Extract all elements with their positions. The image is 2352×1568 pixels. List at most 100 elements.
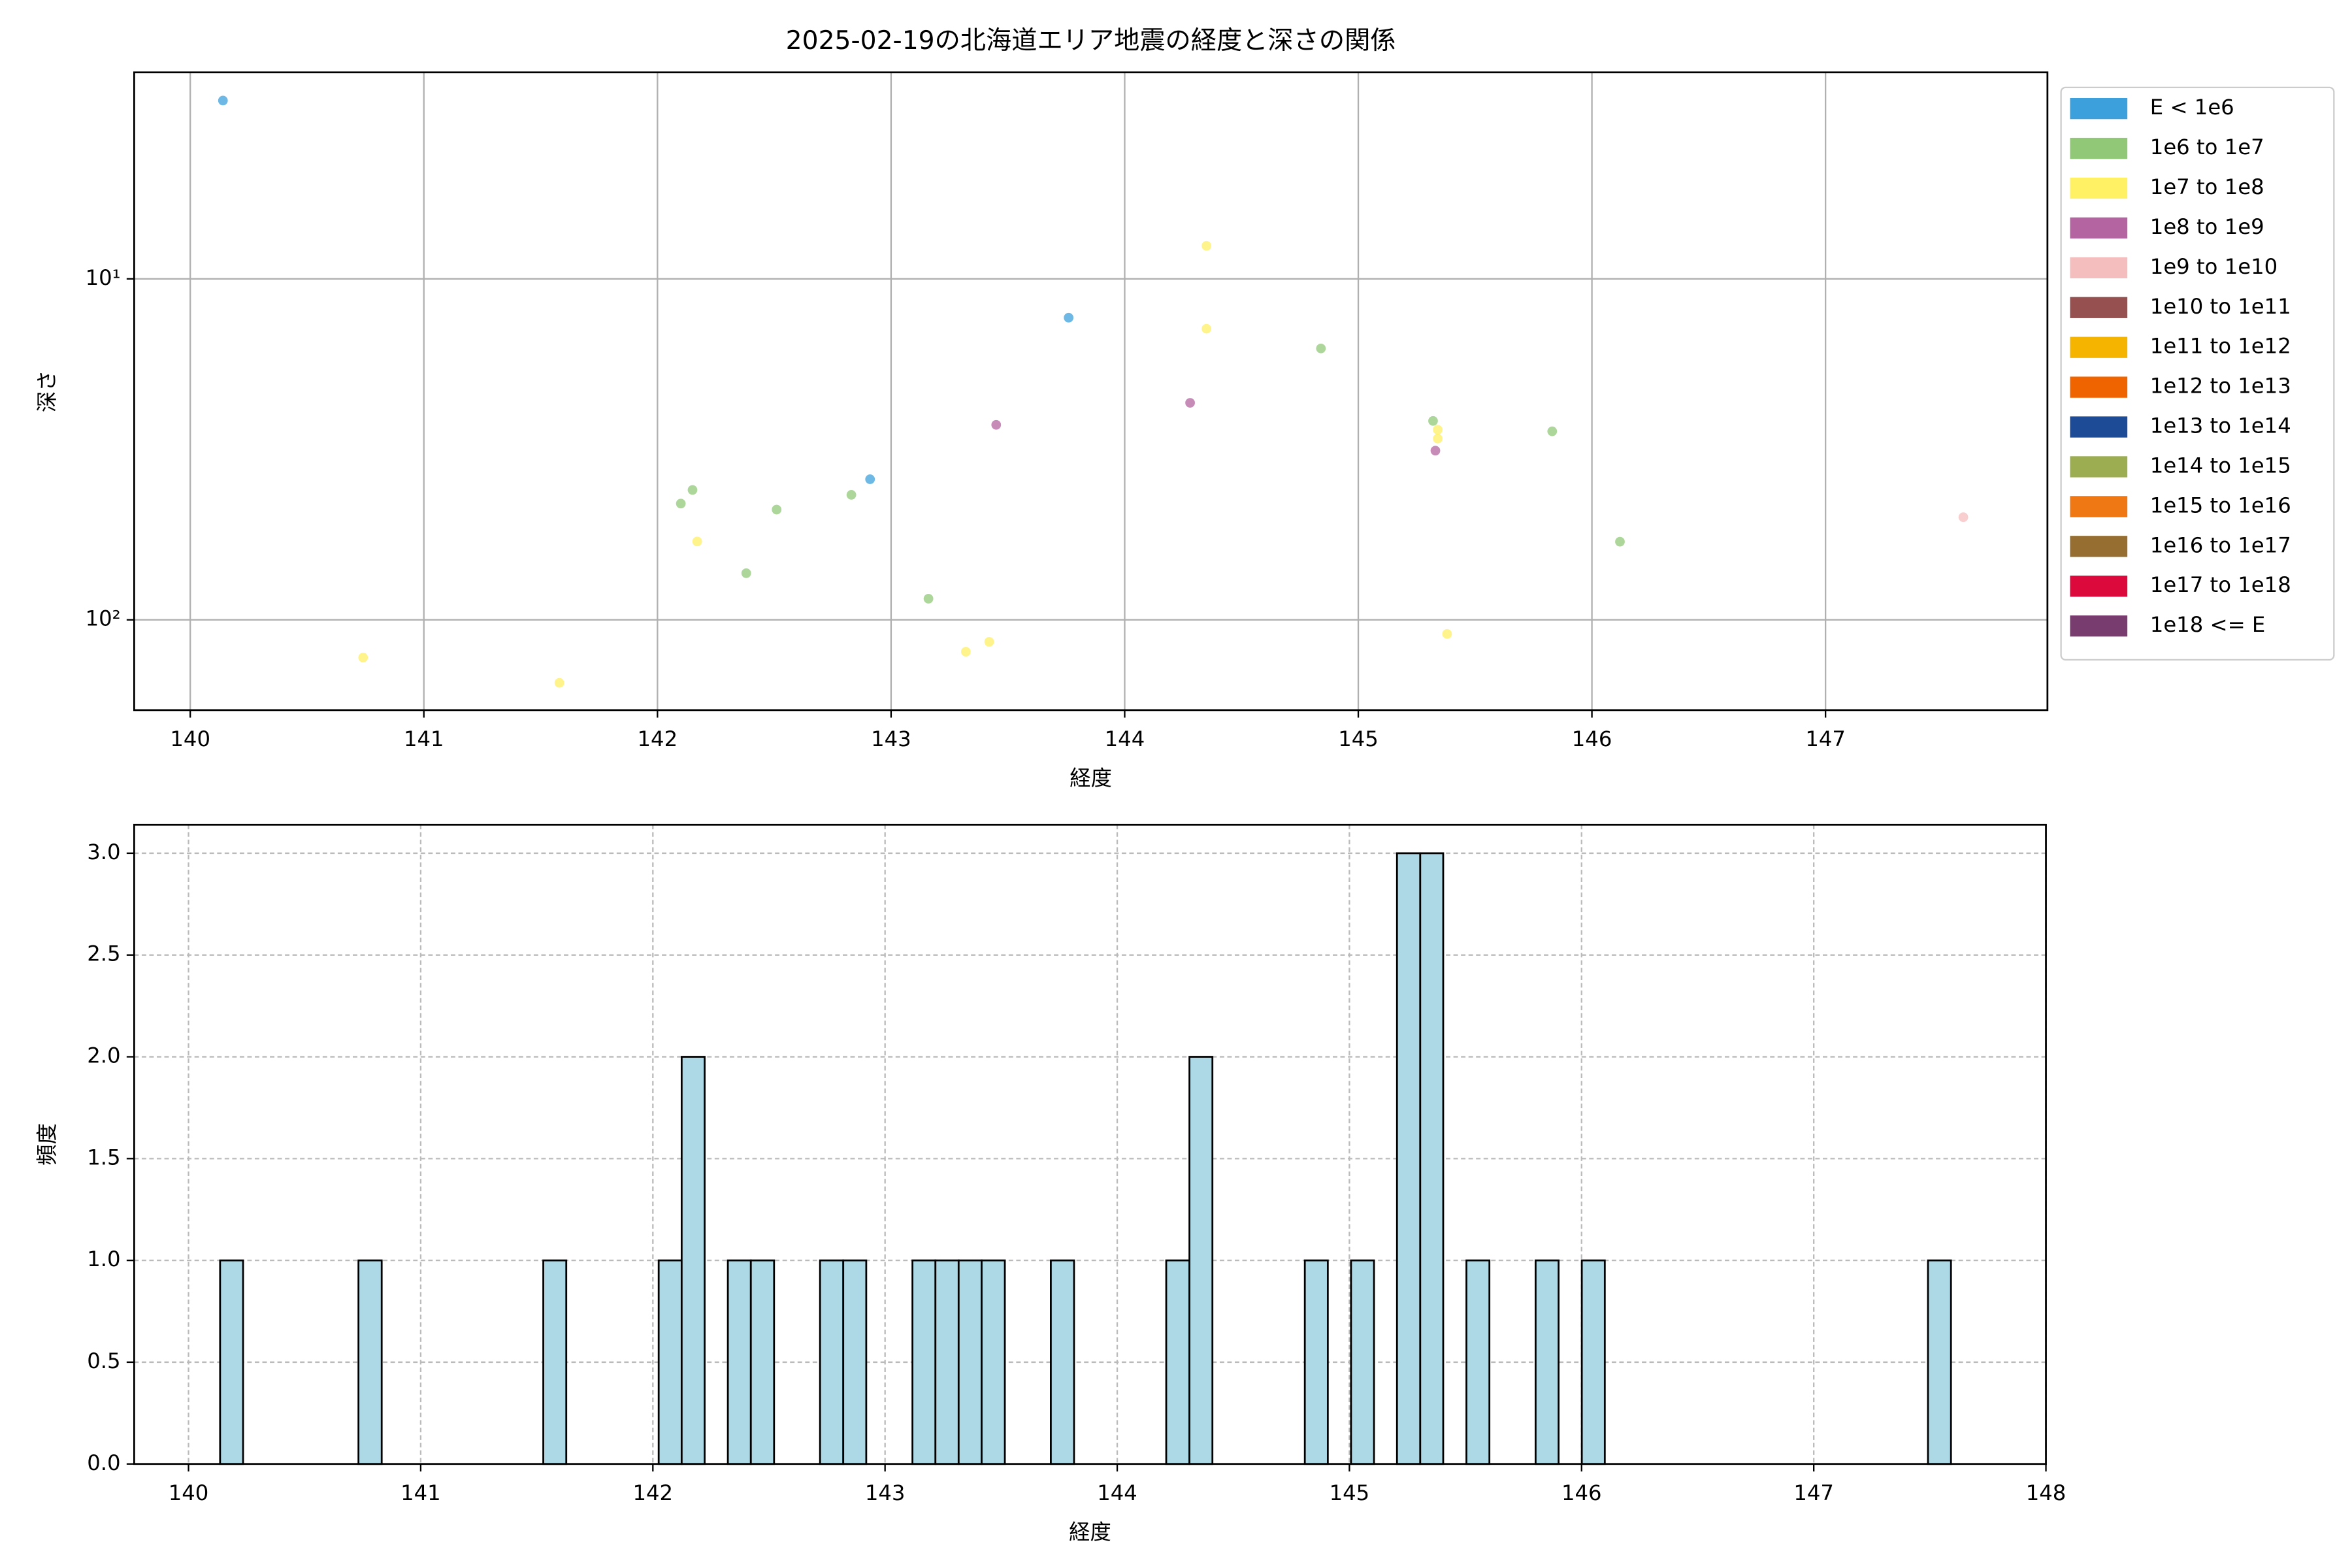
point	[923, 593, 934, 604]
axes-frame	[133, 71, 2049, 711]
x-tick-label: 146	[1561, 1480, 1602, 1505]
bar	[934, 1259, 960, 1465]
point	[1958, 512, 1968, 522]
legend-label: 1e16 to 1e17	[2150, 532, 2291, 557]
point	[218, 95, 228, 106]
bar	[911, 1259, 937, 1465]
bar	[981, 1259, 1006, 1465]
legend-swatch	[2070, 297, 2128, 318]
bar	[727, 1259, 752, 1465]
legend-label: 1e12 to 1e13	[2150, 374, 2291, 399]
point	[1201, 323, 1211, 334]
point	[676, 498, 686, 509]
point	[846, 490, 857, 500]
legend-label: 1e6 to 1e7	[2150, 135, 2264, 159]
bar	[1188, 1056, 1214, 1465]
x-tick-label: 146	[1572, 727, 1612, 751]
x-tick-label: 141	[400, 1480, 441, 1505]
bar	[1465, 1259, 1491, 1465]
bar	[1165, 1259, 1190, 1465]
legend-label: 1e7 to 1e8	[2150, 174, 2264, 199]
point	[984, 636, 994, 647]
x-tick-label: 140	[169, 1480, 209, 1505]
bar	[1419, 852, 1445, 1465]
x-tick-label: 145	[1330, 1480, 1370, 1505]
bar	[357, 1259, 383, 1465]
bar	[957, 1259, 983, 1465]
legend-label: 1e17 to 1e18	[2150, 572, 2291, 597]
bar	[842, 1259, 868, 1465]
x-axis-label: 経度	[1070, 766, 1112, 791]
legend-swatch	[2070, 576, 2128, 597]
point	[865, 474, 875, 484]
point	[687, 485, 698, 495]
point	[692, 536, 702, 547]
legend-label: 1e15 to 1e16	[2150, 493, 2291, 517]
x-tick-label: 148	[2026, 1480, 2066, 1505]
bar	[542, 1259, 568, 1465]
bar	[1396, 852, 1422, 1465]
legend-label: 1e11 to 1e12	[2150, 334, 2291, 359]
point	[1433, 425, 1443, 435]
bar	[680, 1056, 706, 1465]
legend-swatch	[2070, 536, 2128, 557]
legend-label: 1e14 to 1e15	[2150, 453, 2291, 478]
legend-swatch	[2070, 137, 2128, 159]
point	[1428, 416, 1438, 426]
y-axis-label: 頻度	[35, 1123, 59, 1166]
x-tick-label: 142	[632, 1480, 673, 1505]
bar	[1350, 1259, 1375, 1465]
point	[554, 678, 564, 688]
legend-label: 1e8 to 1e9	[2150, 214, 2264, 239]
bar	[219, 1259, 244, 1465]
y-tick-label: 0.0	[87, 1450, 120, 1475]
x-axis-label: 経度	[1069, 1520, 1111, 1544]
legend-swatch	[2070, 456, 2128, 478]
bar	[657, 1259, 683, 1465]
bar	[1927, 1259, 1952, 1465]
legend-label: 1e10 to 1e11	[2150, 294, 2291, 319]
y-tick-label: 1.5	[87, 1145, 120, 1169]
x-tick-label: 140	[170, 727, 210, 751]
legend-label: 1e18 <= E	[2150, 612, 2266, 637]
x-tick-label: 143	[871, 727, 911, 751]
point	[1433, 433, 1443, 444]
point	[1547, 426, 1558, 436]
bar	[1303, 1259, 1329, 1465]
x-tick-label: 141	[404, 727, 444, 751]
point	[1201, 240, 1211, 251]
legend-swatch	[2070, 217, 2128, 239]
x-tick-label: 144	[1097, 1480, 1137, 1505]
x-tick-label: 147	[1805, 727, 1846, 751]
legend-swatch	[2070, 615, 2128, 637]
point	[991, 419, 1002, 430]
point	[960, 647, 971, 657]
legend-swatch	[2070, 257, 2128, 278]
legend-box	[2060, 86, 2335, 661]
y-tick-label: 2.5	[87, 941, 120, 966]
point	[772, 504, 782, 515]
legend-swatch	[2070, 336, 2128, 358]
bar	[1535, 1259, 1560, 1465]
y-tick-label: 2.0	[87, 1043, 120, 1068]
bar	[819, 1259, 845, 1465]
point	[1185, 398, 1195, 408]
point	[741, 568, 751, 578]
legend-label: 1e9 to 1e10	[2150, 254, 2278, 279]
y-tick-label: 3.0	[87, 840, 120, 864]
y-tick-label: 10¹	[86, 265, 121, 290]
x-tick-label: 147	[1793, 1480, 1834, 1505]
legend-label: 1e13 to 1e14	[2150, 414, 2291, 438]
x-tick-label: 144	[1105, 727, 1145, 751]
legend-swatch	[2070, 98, 2128, 120]
bar	[749, 1259, 776, 1465]
y-tick-label: 10²	[86, 606, 121, 631]
legend-swatch	[2070, 177, 2128, 199]
axes-frame	[133, 823, 2047, 1465]
point	[1064, 312, 1074, 323]
point	[1316, 343, 1326, 353]
point	[1442, 629, 1452, 639]
x-tick-label: 145	[1338, 727, 1379, 751]
legend-swatch	[2070, 496, 2128, 517]
